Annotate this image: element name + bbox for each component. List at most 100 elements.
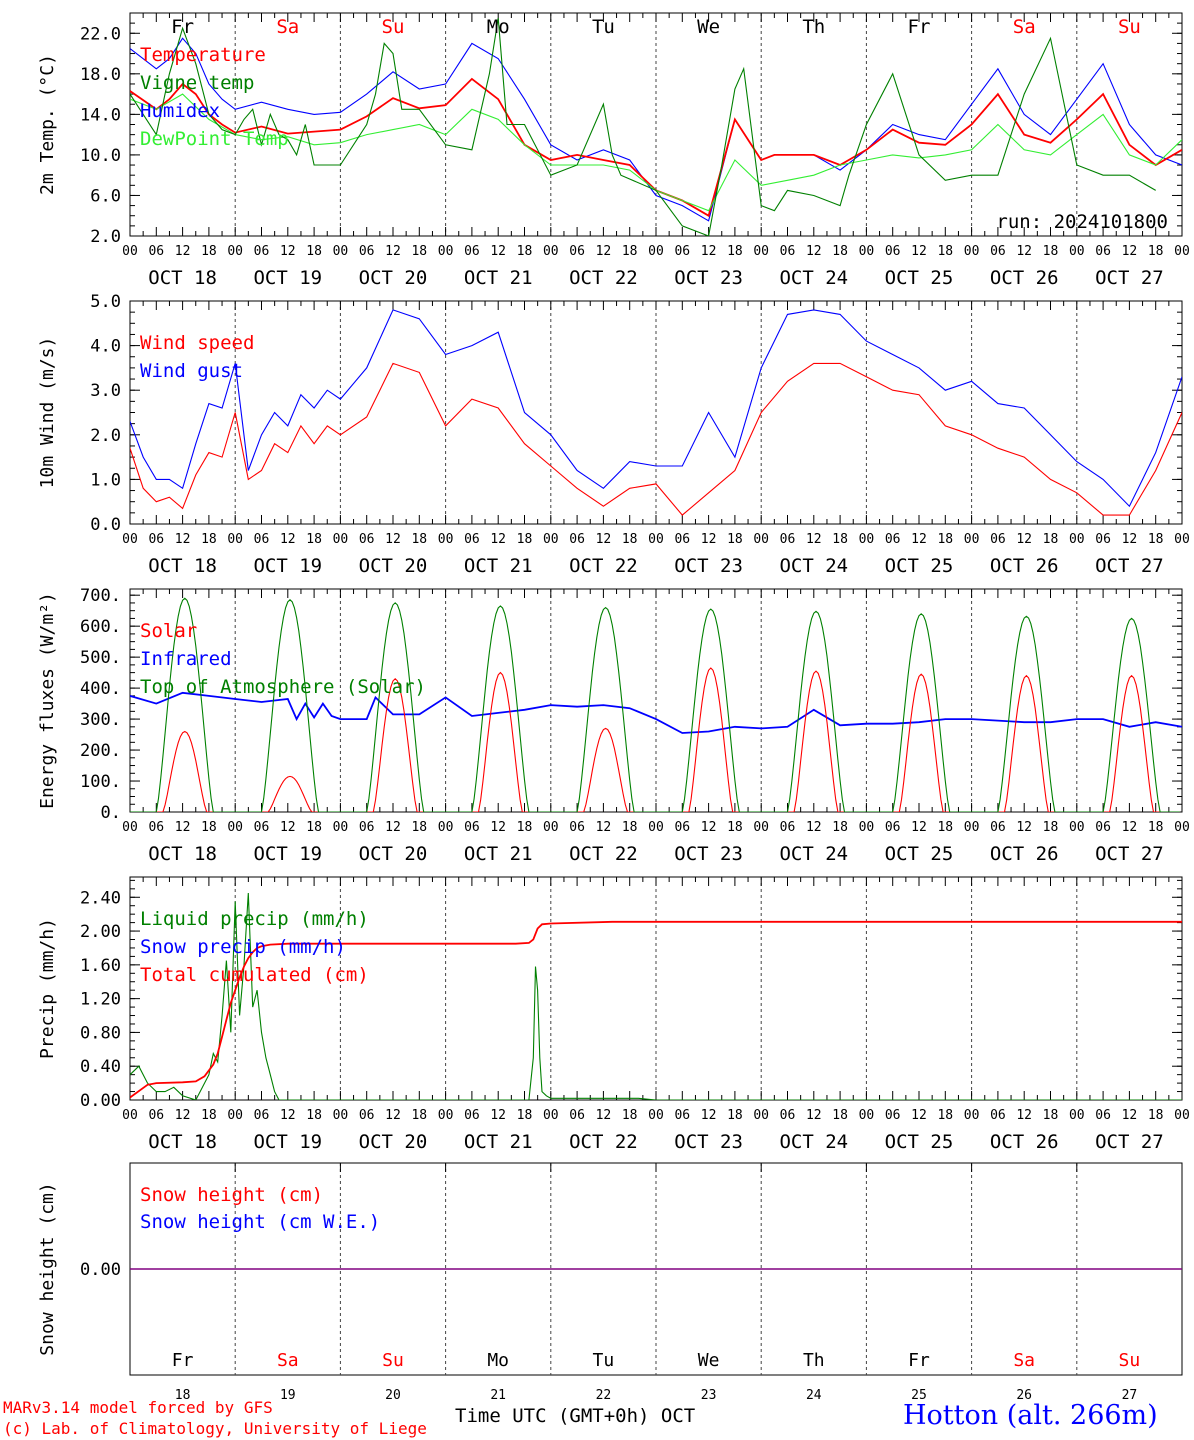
x-hour-label: 12 xyxy=(1122,1108,1138,1123)
x-hour-label: 00 xyxy=(648,244,664,259)
series-line xyxy=(130,18,1156,236)
y-tick-label: 18.0 xyxy=(80,65,121,85)
x-date-label: OCT 20 xyxy=(359,843,428,865)
x-hour-label: 06 xyxy=(780,532,796,547)
x-hour-label: 06 xyxy=(780,1108,796,1123)
day-number-label: 23 xyxy=(701,1388,717,1403)
run-label: run: 2024101800 xyxy=(996,211,1168,233)
x-hour-label: 06 xyxy=(990,1108,1006,1123)
series-line xyxy=(130,597,1180,812)
x-date-label: OCT 20 xyxy=(359,267,428,289)
legend-entry: Snow precip (mm/h) xyxy=(140,936,346,958)
x-hour-label: 00 xyxy=(1174,820,1190,835)
x-hour-label: 00 xyxy=(753,532,769,547)
x-hour-label: 06 xyxy=(254,1108,270,1123)
day-number-label: 19 xyxy=(280,1388,296,1403)
x-hour-label: 12 xyxy=(806,1108,822,1123)
x-hour-label: 18 xyxy=(937,244,953,259)
y-tick-label: 2.0 xyxy=(90,227,121,247)
x-hour-label: 06 xyxy=(359,244,375,259)
x-hour-label: 18 xyxy=(1148,244,1164,259)
panel-frame xyxy=(129,300,1183,525)
x-date-label: OCT 23 xyxy=(674,267,743,289)
series-line xyxy=(130,309,1182,508)
x-hour-label: 00 xyxy=(753,244,769,259)
x-hour-label: 06 xyxy=(885,1108,901,1123)
series-line xyxy=(130,77,1182,218)
x-hour-label: 06 xyxy=(569,820,585,835)
y-tick-label: 2.40 xyxy=(80,888,121,908)
legend-entry: Vigne temp xyxy=(140,72,254,94)
x-date-label: OCT 24 xyxy=(779,555,848,577)
series-line xyxy=(130,667,1180,812)
y-tick-label: 22.0 xyxy=(80,24,121,44)
weekday-label: Sa xyxy=(1013,1350,1035,1371)
y-tick-label: 0.00 xyxy=(80,1260,121,1280)
x-hour-label: 06 xyxy=(569,532,585,547)
x-hour-label: 12 xyxy=(596,244,612,259)
y-tick-label: 100. xyxy=(80,772,121,792)
x-hour-label: 12 xyxy=(1016,820,1032,835)
x-hour-label: 06 xyxy=(148,532,164,547)
weekday-label: Sa xyxy=(277,1350,299,1371)
y-tick-label: 2.00 xyxy=(80,922,121,942)
x-hour-label: 18 xyxy=(201,820,217,835)
panel-1 xyxy=(129,12,1183,237)
x-hour-label: 18 xyxy=(201,1108,217,1123)
x-hour-label: 18 xyxy=(201,244,217,259)
x-hour-label: 00 xyxy=(859,244,875,259)
x-hour-label: 00 xyxy=(1069,820,1085,835)
weekday-label: Tu xyxy=(593,1350,615,1371)
x-hour-label: 00 xyxy=(227,532,243,547)
x-hour-label: 18 xyxy=(306,244,322,259)
x-date-label: OCT 21 xyxy=(464,1131,533,1153)
x-hour-label: 00 xyxy=(1069,1108,1085,1123)
legend-entry: Total cumulated (cm) xyxy=(140,964,369,986)
x-hour-label: 00 xyxy=(543,532,559,547)
y-tick-label: 6.0 xyxy=(90,186,121,206)
series-line xyxy=(130,37,1182,222)
x-hour-label: 06 xyxy=(148,820,164,835)
legend-entry: Liquid precip (mm/h) xyxy=(140,908,369,930)
x-hour-label: 18 xyxy=(622,820,638,835)
x-hour-label: 18 xyxy=(517,532,533,547)
y-tick-label: 3.0 xyxy=(90,381,121,401)
x-hour-label: 18 xyxy=(832,244,848,259)
x-hour-label: 06 xyxy=(780,244,796,259)
x-axis-label: Time UTC (GMT+0h) OCT xyxy=(455,1405,696,1427)
x-hour-label: 18 xyxy=(622,244,638,259)
x-hour-label: 18 xyxy=(1148,1108,1164,1123)
y-tick-label: 400. xyxy=(80,679,121,699)
x-hour-label: 06 xyxy=(990,244,1006,259)
y-axis-label: Precip (mm/h) xyxy=(37,918,58,1059)
x-hour-label: 06 xyxy=(885,820,901,835)
x-hour-label: 12 xyxy=(490,244,506,259)
x-hour-label: 00 xyxy=(1174,244,1190,259)
x-hour-label: 12 xyxy=(490,532,506,547)
x-hour-label: 12 xyxy=(490,820,506,835)
day-number-label: 24 xyxy=(806,1388,822,1403)
x-hour-label: 00 xyxy=(753,820,769,835)
y-tick-label: 1.60 xyxy=(80,956,121,976)
weekday-label: Fr xyxy=(908,16,931,38)
x-date-label: OCT 18 xyxy=(148,843,217,865)
day-number-label: 20 xyxy=(385,1388,401,1403)
x-date-label: OCT 22 xyxy=(569,1131,638,1153)
x-hour-label: 06 xyxy=(464,244,480,259)
x-hour-label: 00 xyxy=(438,1108,454,1123)
y-tick-label: 700. xyxy=(80,586,121,606)
series-line xyxy=(130,362,1182,516)
legend-entry: Wind speed xyxy=(140,332,254,354)
x-date-label: OCT 23 xyxy=(674,1131,743,1153)
x-hour-label: 00 xyxy=(964,532,980,547)
x-date-label: OCT 23 xyxy=(674,555,743,577)
weekday-label: Th xyxy=(803,1350,825,1371)
x-hour-label: 18 xyxy=(622,1108,638,1123)
x-date-label: OCT 27 xyxy=(1095,267,1164,289)
y-axis-label: 10m Wind (m/s) xyxy=(37,337,58,489)
weekday-label: Su xyxy=(1119,1350,1141,1371)
x-date-label: OCT 24 xyxy=(779,267,848,289)
weekday-label: We xyxy=(697,16,720,38)
x-hour-label: 00 xyxy=(543,820,559,835)
